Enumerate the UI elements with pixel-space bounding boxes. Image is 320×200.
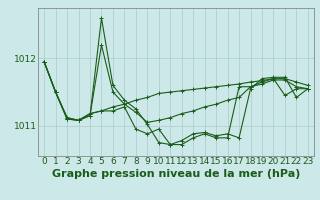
X-axis label: Graphe pression niveau de la mer (hPa): Graphe pression niveau de la mer (hPa) bbox=[52, 169, 300, 179]
